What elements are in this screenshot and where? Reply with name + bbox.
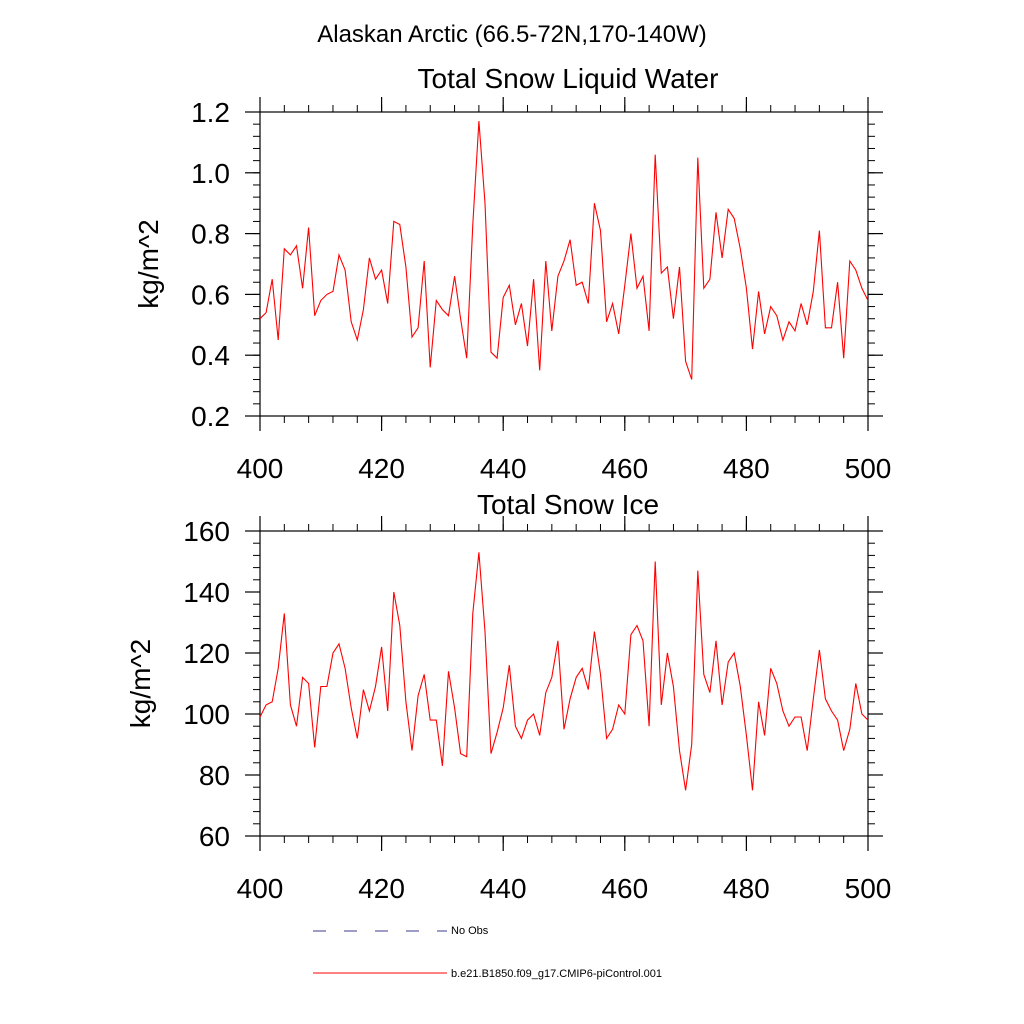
- y-tick-label: 1.2: [191, 97, 230, 128]
- x-tick-label: 480: [723, 873, 770, 904]
- series-line-picontrol: [259, 552, 869, 791]
- x-tick-label: 400: [237, 873, 284, 904]
- y-tick-label: 100: [183, 699, 230, 730]
- series-line-picontrol: [259, 121, 869, 380]
- x-tick-label: 460: [601, 873, 648, 904]
- y-tick-label: 60: [199, 821, 230, 852]
- x-tick-label: 420: [358, 873, 405, 904]
- figure-title: Alaskan Arctic (66.5-72N,170-140W): [317, 21, 707, 48]
- legend-label-no-obs: No Obs: [451, 925, 489, 937]
- chart-title: Total Snow Liquid Water: [418, 63, 719, 94]
- x-tick-label: 420: [358, 453, 405, 484]
- y-axis-label: kg/m^2: [133, 219, 164, 308]
- legend-label-picontrol: b.e21.B1850.f09_g17.CMIP6-piControl.001: [451, 968, 662, 980]
- y-axis-label: kg/m^2: [125, 639, 156, 728]
- y-tick-label: 120: [183, 638, 230, 669]
- x-tick-label: 440: [480, 873, 527, 904]
- y-tick-label: 1.0: [191, 158, 230, 189]
- y-tick-label: 80: [199, 760, 230, 791]
- x-tick-label: 460: [601, 453, 648, 484]
- y-tick-label: 0.6: [191, 279, 230, 310]
- y-tick-label: 140: [183, 577, 230, 608]
- x-tick-label: 480: [723, 453, 770, 484]
- x-tick-label: 440: [480, 453, 527, 484]
- y-tick-label: 0.2: [191, 401, 230, 432]
- y-tick-label: 0.4: [191, 340, 230, 371]
- x-tick-label: 500: [845, 873, 892, 904]
- panel-snow-ice: Total Snow Ice kg/m^2 400 420 440 460 480 500 60…: [125, 489, 891, 904]
- x-tick-label: 400: [237, 453, 284, 484]
- plot-frame: [259, 530, 869, 837]
- panel-snow-liquid-water: Total Snow Liquid Water kg/m^2 400 420 440 46…: [133, 63, 891, 484]
- x-tick-label: 500: [845, 453, 892, 484]
- y-tick-label: 160: [183, 516, 230, 547]
- chart-title: Total Snow Ice: [477, 489, 659, 520]
- plot-frame: [259, 111, 869, 417]
- legend: No Obs b.e21.B1850.f09_g17.CMIP6-piContr…: [313, 925, 662, 980]
- y-tick-label: 0.8: [191, 219, 230, 250]
